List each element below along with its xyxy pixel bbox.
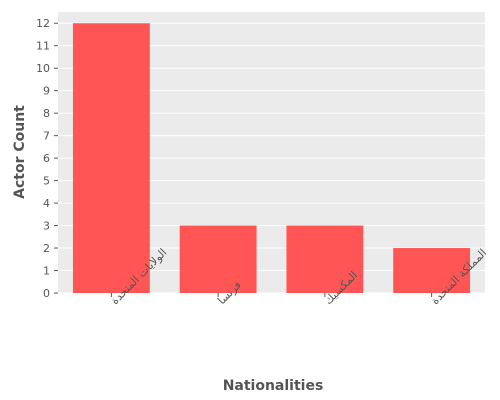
y-tick-label: 7 — [43, 130, 50, 143]
y-tick-label: 1 — [43, 265, 50, 278]
y-tick-label: 4 — [43, 197, 50, 210]
bar — [72, 23, 150, 294]
y-axis-title: Actor Count — [12, 105, 28, 199]
y-tick-label: 10 — [36, 62, 50, 75]
y-tick-label: 12 — [36, 17, 50, 30]
y-tick-label: 5 — [43, 175, 50, 188]
y-tick-label: 2 — [43, 242, 50, 255]
y-tick-label: 9 — [43, 85, 50, 98]
y-tick-label: 6 — [43, 152, 50, 165]
y-tick-label: 0 — [43, 287, 50, 300]
bars — [72, 23, 471, 294]
bar — [286, 225, 364, 293]
y-tick-label: 3 — [43, 220, 50, 233]
x-axis-title: Nationalities — [223, 378, 324, 394]
y-tick-label: 8 — [43, 107, 50, 120]
bar — [393, 248, 471, 293]
bar — [179, 225, 257, 293]
y-tick-label: 11 — [36, 40, 50, 53]
